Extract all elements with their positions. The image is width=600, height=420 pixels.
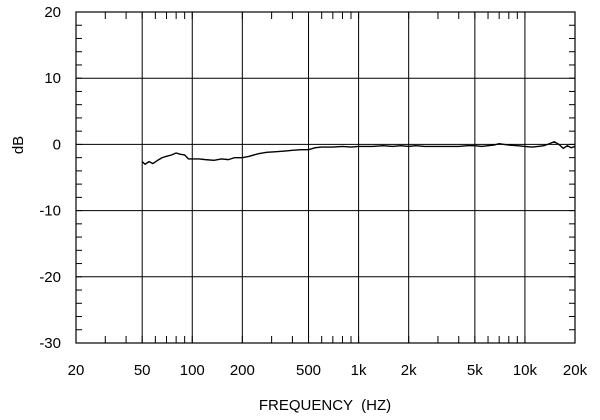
plot-frame [75,11,576,344]
grid [75,11,576,344]
tick-marks [75,11,576,344]
x-tick-label: 500 [296,362,321,379]
x-axis-title: FREQUENCY (HZ) [259,397,391,414]
x-tick-label: 10k [513,362,538,379]
x-tick-label: 50 [134,362,151,379]
x-tick-label: 100 [180,362,205,379]
x-tick-labels: 20 50 100 200 500 1k 2k 5k 10k 20k [68,362,588,379]
x-tick-label: 20k [563,362,588,379]
y-tick-label: -30 [39,335,61,352]
y-tick-label: 20 [44,4,61,21]
y-tick-label: 0 [53,136,61,153]
x-tick-label: 2k [401,362,417,379]
y-tick-labels: 20 10 0 -10 -20 -30 [39,4,61,352]
y-tick-label: 10 [44,70,61,87]
y-tick-label: -20 [39,269,61,286]
x-tick-label: 1k [351,362,367,379]
y-tick-label: -10 [39,203,61,220]
x-tick-label: 5k [467,362,483,379]
series-line [141,141,576,165]
y-axis-title: dB [10,136,27,154]
x-tick-label: 20 [68,362,85,379]
series-layer [141,141,576,165]
x-tick-label: 200 [230,362,255,379]
